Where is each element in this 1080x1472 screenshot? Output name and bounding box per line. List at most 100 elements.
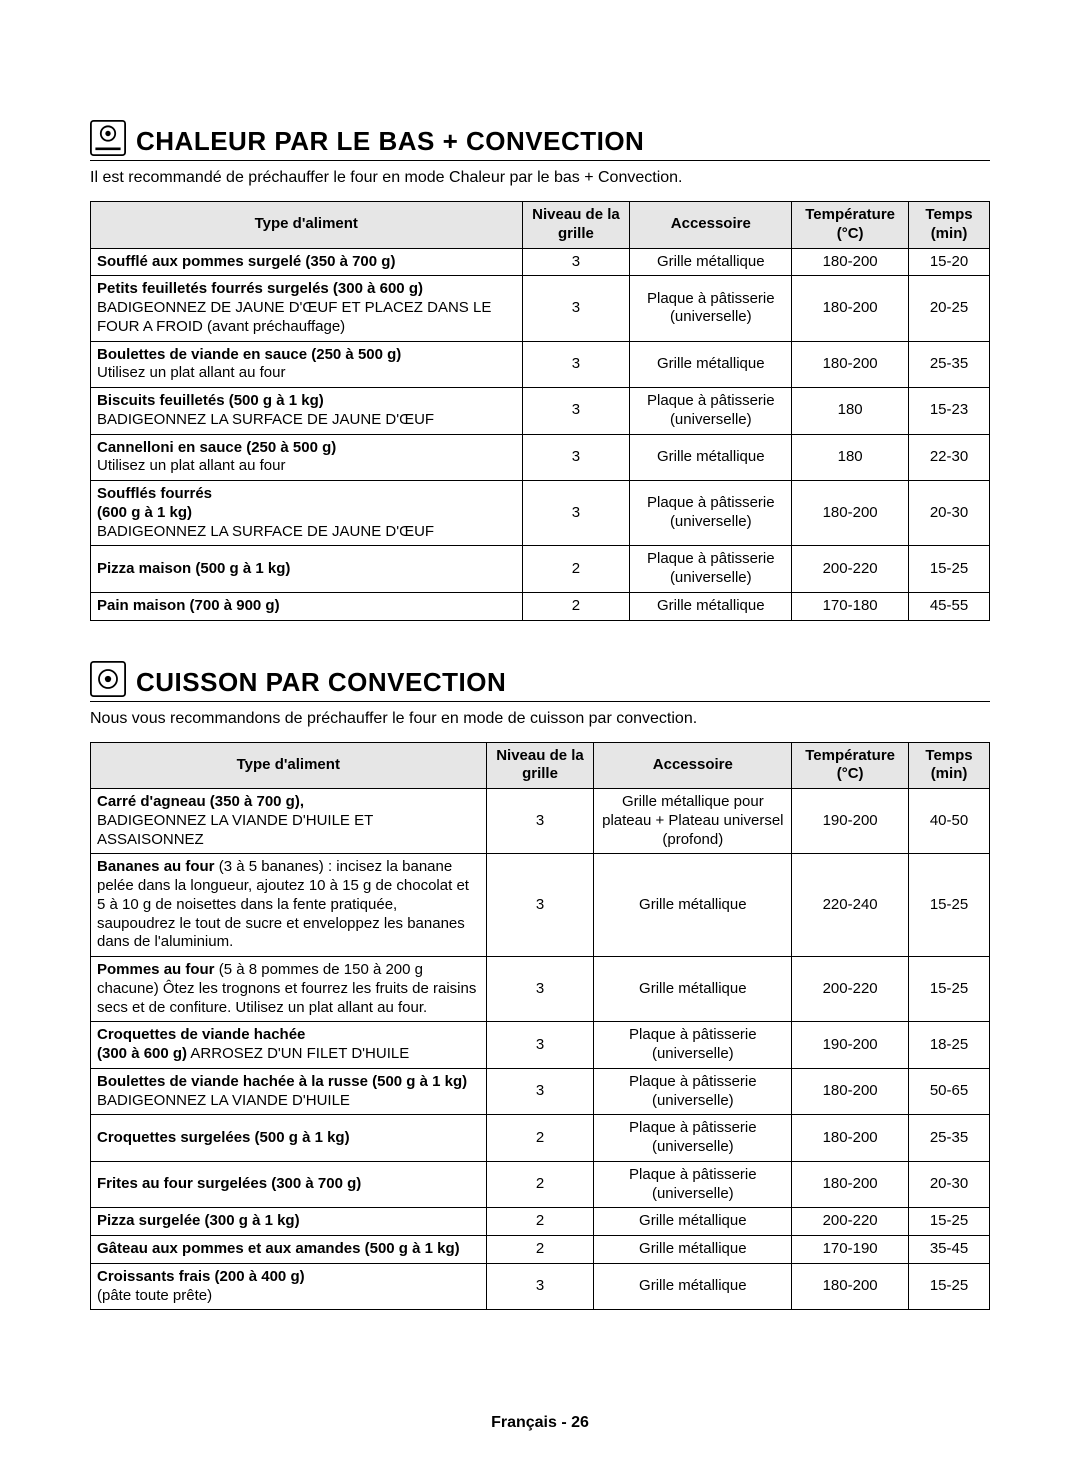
accessory: Grille métallique: [630, 248, 792, 276]
temperature: 180-200: [792, 481, 909, 546]
column-header: Temps (min): [909, 202, 990, 249]
section: CUISSON PAR CONVECTION Nous vous recomman…: [90, 661, 990, 1311]
temperature: 180-200: [792, 1263, 909, 1310]
food-name: Cannelloni en sauce (250 à 500 g): [97, 439, 336, 456]
food-cell: Biscuits feuilletés (500 g à 1 kg) BADIGE…: [91, 388, 523, 435]
shelf-level: 3: [522, 481, 630, 546]
food-name: Boulettes de viande hachée à la russe (5…: [97, 1073, 467, 1090]
time: 15-25: [909, 854, 990, 957]
shelf-level: 3: [486, 957, 594, 1022]
time: 40-50: [909, 789, 990, 854]
shelf-level: 2: [486, 1236, 594, 1264]
column-header: Accessoire: [594, 742, 792, 789]
food-name: Bananes au four: [97, 858, 215, 875]
section-header: CHALEUR PAR LE BAS + CONVECTION: [90, 120, 990, 161]
shelf-level: 3: [522, 276, 630, 341]
food-detail: BADIGEONNEZ LA VIANDE D'HUILE: [97, 1092, 350, 1109]
section-title: CHALEUR PAR LE BAS + CONVECTION: [136, 128, 644, 156]
column-header: Type d'aliment: [91, 742, 487, 789]
food-cell: Pommes au four (5 à 8 pommes de 150 à 20…: [91, 957, 487, 1022]
time: 15-20: [909, 248, 990, 276]
food-name: Biscuits feuilletés (500 g à 1 kg): [97, 392, 324, 409]
section-header: CUISSON PAR CONVECTION: [90, 661, 990, 702]
section: CHALEUR PAR LE BAS + CONVECTIONIl est re…: [90, 120, 990, 621]
food-cell: Croquettes de viande hachée(300 à 600 g)…: [91, 1022, 487, 1069]
section-intro: Nous vous recommandons de préchauffer le…: [90, 710, 990, 728]
time: 15-25: [909, 1263, 990, 1310]
temperature: 180: [792, 434, 909, 481]
table-row: Gâteau aux pommes et aux amandes (500 g …: [91, 1236, 990, 1264]
accessory: Plaque à pâtisserie (universelle): [594, 1022, 792, 1069]
page-footer: Français - 26: [0, 1414, 1080, 1432]
column-header: Température (°C): [792, 742, 909, 789]
temperature: 190-200: [792, 789, 909, 854]
shelf-level: 3: [522, 434, 630, 481]
shelf-level: 2: [486, 1208, 594, 1236]
time: 22-30: [909, 434, 990, 481]
column-header: Niveau de la grille: [522, 202, 630, 249]
temperature: 180-200: [792, 341, 909, 388]
time: 15-25: [909, 957, 990, 1022]
accessory: Plaque à pâtisserie (universelle): [594, 1068, 792, 1115]
table-row: Pizza maison (500 g à 1 kg)2Plaque à pât…: [91, 546, 990, 593]
shelf-level: 3: [522, 248, 630, 276]
accessory: Plaque à pâtisserie (universelle): [630, 546, 792, 593]
food-detail: ARROSEZ D'UN FILET D'HUILE: [190, 1045, 409, 1062]
sections-container: CHALEUR PAR LE BAS + CONVECTIONIl est re…: [90, 120, 990, 1310]
table-row: Pommes au four (5 à 8 pommes de 150 à 20…: [91, 957, 990, 1022]
table-row: Croquettes surgelées (500 g à 1 kg)2Plaq…: [91, 1115, 990, 1162]
shelf-level: 2: [522, 546, 630, 593]
accessory: Grille métallique: [594, 854, 792, 957]
shelf-level: 3: [486, 789, 594, 854]
food-detail: BADIGEONNEZ LA SURFACE DE JAUNE D'ŒUF: [97, 411, 434, 428]
table-row: Croissants frais (200 à 400 g)(pâte tout…: [91, 1263, 990, 1310]
shelf-level: 3: [486, 1022, 594, 1069]
time: 18-25: [909, 1022, 990, 1069]
food-cell: Pain maison (700 à 900 g): [91, 592, 523, 620]
accessory: Plaque à pâtisserie (universelle): [630, 481, 792, 546]
temperature: 180-200: [792, 248, 909, 276]
accessory: Grille métallique: [630, 592, 792, 620]
table-row: Frites au four surgelées (300 à 700 g)2P…: [91, 1161, 990, 1208]
food-cell: Boulettes de viande en sauce (250 à 500 …: [91, 341, 523, 388]
accessory: Grille métallique: [630, 341, 792, 388]
food-name: Pommes au four: [97, 961, 215, 978]
food-cell: Cannelloni en sauce (250 à 500 g)Utilise…: [91, 434, 523, 481]
temperature: 180-200: [792, 1068, 909, 1115]
food-cell: Carré d'agneau (350 à 700 g),BADIGEONNEZ…: [91, 789, 487, 854]
table-row: Boulettes de viande en sauce (250 à 500 …: [91, 341, 990, 388]
accessory: Grille métallique: [630, 434, 792, 481]
food-name: Gâteau aux pommes et aux amandes (500 g …: [97, 1240, 460, 1257]
food-cell: Boulettes de viande hachée à la russe (5…: [91, 1068, 487, 1115]
food-name: Frites au four surgelées (300 à 700 g): [97, 1175, 361, 1192]
shelf-level: 3: [486, 1068, 594, 1115]
food-cell: Gâteau aux pommes et aux amandes (500 g …: [91, 1236, 487, 1264]
time: 35-45: [909, 1236, 990, 1264]
food-detail: BADIGEONNEZ LA VIANDE D'HUILE ET ASSAISO…: [97, 812, 373, 848]
time: 15-23: [909, 388, 990, 435]
temperature: 180-200: [792, 1161, 909, 1208]
shelf-level: 2: [486, 1115, 594, 1162]
time: 15-25: [909, 1208, 990, 1236]
food-cell: Petits feuilletés fourrés surgelés (300 …: [91, 276, 523, 341]
shelf-level: 3: [522, 341, 630, 388]
accessory: Grille métallique: [594, 957, 792, 1022]
temperature: 170-180: [792, 592, 909, 620]
food-name: Soufflés fourrés(600 g à 1 kg): [97, 485, 212, 521]
section-title: CUISSON PAR CONVECTION: [136, 669, 506, 697]
convection-icon: [90, 661, 126, 697]
accessory: Plaque à pâtisserie (universelle): [630, 388, 792, 435]
time: 15-25: [909, 546, 990, 593]
food-name: Pizza surgelée (300 g à 1 kg): [97, 1212, 300, 1229]
temperature: 180: [792, 388, 909, 435]
time: 45-55: [909, 592, 990, 620]
table-row: Carré d'agneau (350 à 700 g),BADIGEONNEZ…: [91, 789, 990, 854]
column-header: Température (°C): [792, 202, 909, 249]
document-page: CHALEUR PAR LE BAS + CONVECTIONIl est re…: [0, 0, 1080, 1472]
table-row: Boulettes de viande hachée à la russe (5…: [91, 1068, 990, 1115]
food-name: Boulettes de viande en sauce (250 à 500 …: [97, 346, 401, 363]
shelf-level: 3: [522, 388, 630, 435]
table-row: Croquettes de viande hachée(300 à 600 g)…: [91, 1022, 990, 1069]
temperature: 200-220: [792, 546, 909, 593]
time: 50-65: [909, 1068, 990, 1115]
